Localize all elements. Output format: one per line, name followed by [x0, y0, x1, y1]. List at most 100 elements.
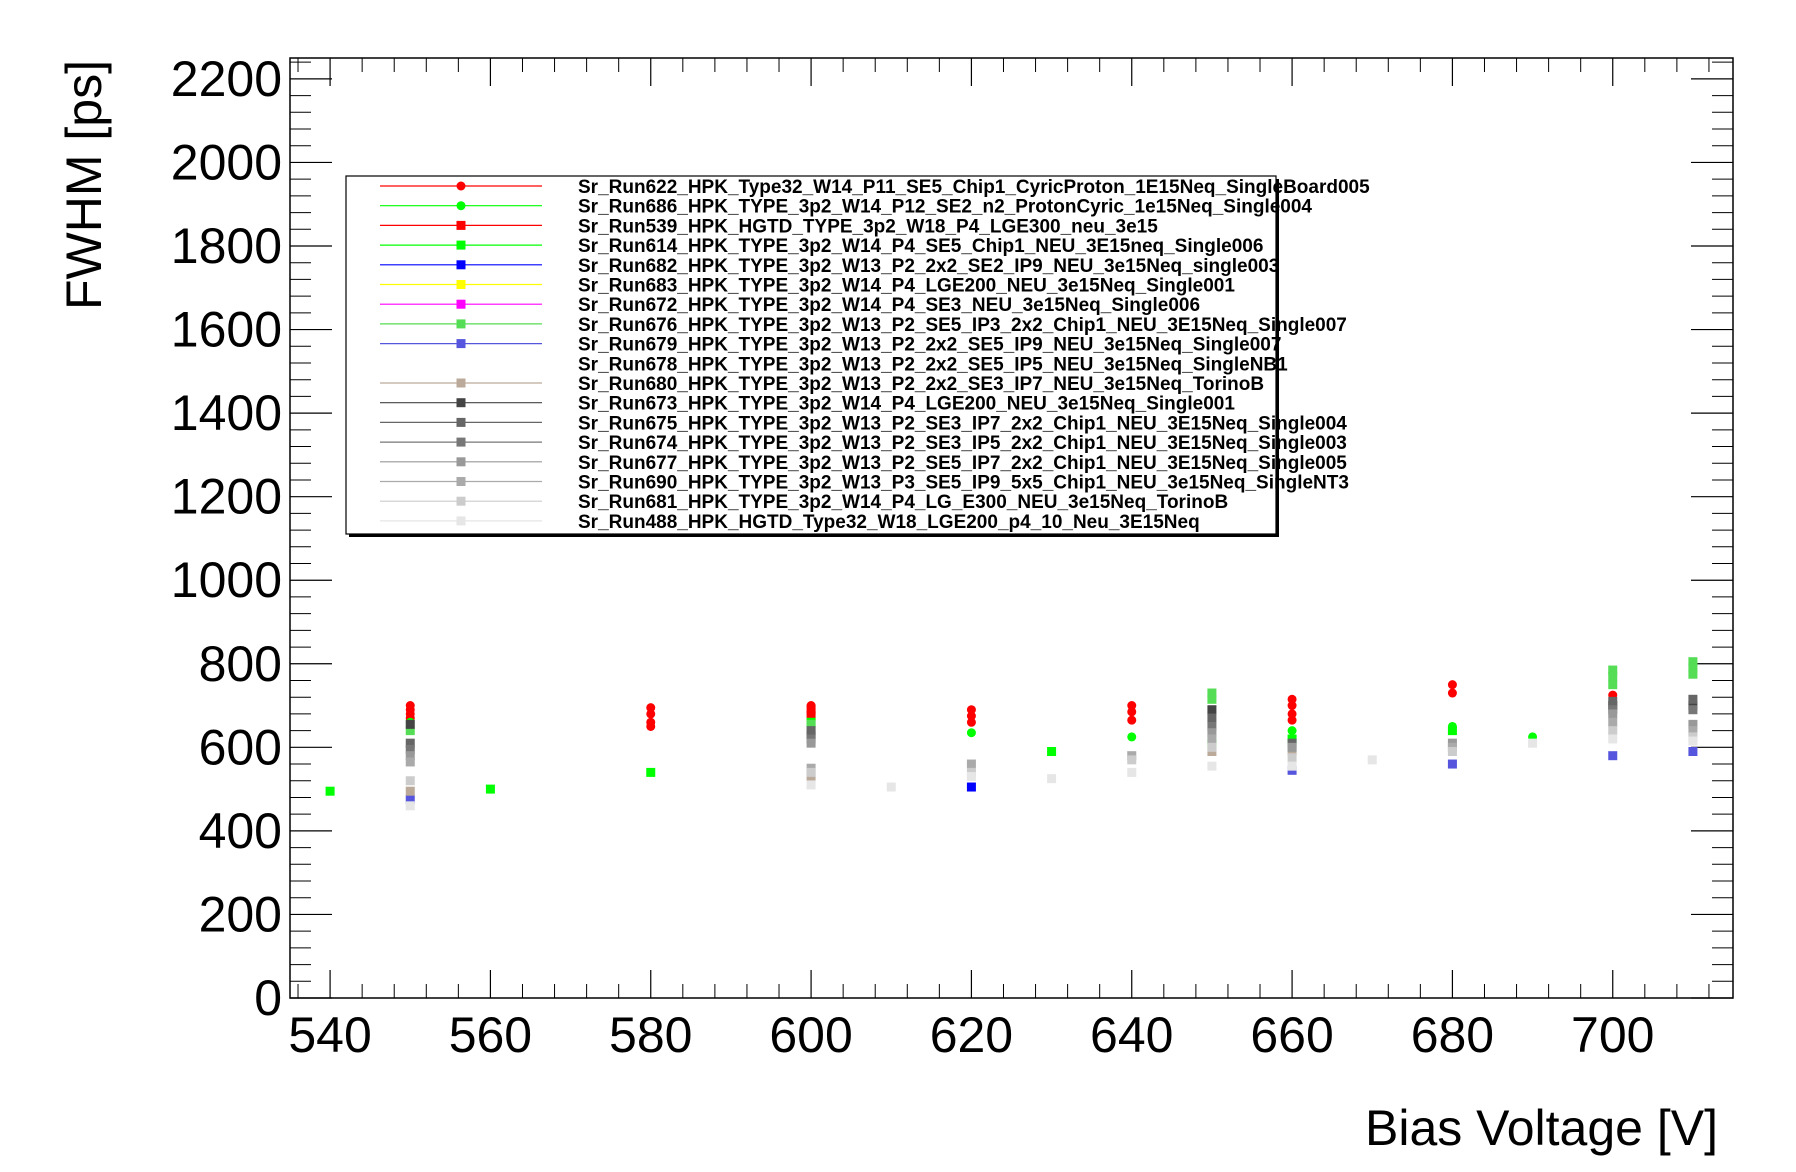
data-point-series-3: [1447, 726, 1457, 736]
data-point-series-7: [806, 719, 816, 729]
y-tick-label: 1000: [171, 552, 282, 608]
data-point-series-13: [1207, 721, 1217, 731]
legend-marker-7: [456, 319, 466, 329]
data-point-series-17: [1688, 736, 1698, 746]
data-point-series-0: [1447, 680, 1457, 690]
data-point-series-12: [1688, 694, 1698, 704]
data-point-series-14: [1207, 728, 1217, 738]
data-point-series-3: [325, 786, 335, 796]
data-point-series-0: [1287, 694, 1297, 704]
x-tick-label: 680: [1411, 1007, 1494, 1063]
legend-entry-label: Sr_Run690_HPK_TYPE_3p2_W13_P3_SE5_IP9_5x…: [578, 473, 1349, 494]
x-tick-label: 640: [1090, 1007, 1173, 1063]
data-point-series-0: [966, 705, 976, 715]
data-point-series-17: [405, 801, 415, 811]
data-point-series-17: [966, 772, 976, 782]
data-point-series-3: [485, 784, 495, 794]
data-point-series-13: [405, 744, 415, 754]
data-point-series-17: [1608, 734, 1618, 744]
data-point-series-3: [1047, 747, 1057, 757]
legend-entry-label: Sr_Run672_HPK_TYPE_3p2_W14_P4_SE3_NEU_3e…: [578, 295, 1200, 316]
data-point-series-16: [1287, 753, 1297, 763]
legend-marker-5: [456, 280, 466, 289]
y-tick-label: 600: [199, 719, 282, 775]
legend-marker-13: [456, 437, 466, 447]
data-point-series-7: [1688, 663, 1698, 673]
legend-entry-label: Sr_Run686_HPK_TYPE_3p2_W14_P12_SE2_n2_Pr…: [578, 197, 1312, 218]
data-point-series-8: [1447, 759, 1457, 769]
legend-marker-1: [456, 201, 466, 211]
y-tick-label: 2000: [171, 134, 282, 190]
y-tick-label: 1200: [171, 469, 282, 525]
legend-entry-label: Sr_Run488_HPK_HGTD_Type32_W18_LGE200_p4_…: [578, 512, 1200, 533]
data-point-series-17: [1528, 738, 1538, 748]
data-point-series-7: [1207, 688, 1217, 698]
legend-marker-11: [456, 398, 466, 408]
data-point-series-0: [646, 721, 656, 731]
x-tick-label: 660: [1250, 1007, 1333, 1063]
y-tick-label: 0: [254, 970, 282, 1026]
data-point-series-0: [1127, 707, 1137, 717]
legend-marker-12: [456, 417, 466, 427]
plot-frame: [289, 57, 1734, 999]
data-point-series-16: [806, 767, 816, 777]
legend: Sr_Run622_HPK_Type32_W14_P11_SE5_Chip1_C…: [345, 175, 1370, 537]
data-point-series-12: [1608, 696, 1618, 706]
x-tick-label: 540: [288, 1007, 371, 1063]
data-point-series-12: [405, 738, 415, 748]
data-point-series-0: [1287, 709, 1297, 719]
data-point-series-16: [1447, 747, 1457, 757]
y-tick-label: 1400: [171, 385, 282, 441]
y-tick-label: 200: [199, 886, 282, 942]
data-point-series-11: [1207, 705, 1217, 715]
data-point-series-7: [405, 726, 415, 736]
data-point-series-15: [1688, 726, 1698, 736]
x-tick-label: 700: [1571, 1007, 1654, 1063]
data-point-series-2: [806, 711, 816, 721]
y-axis-title: FWHM [ps]: [56, 60, 112, 310]
data-point-series-8: [405, 795, 415, 805]
legend-entry-label: Sr_Run622_HPK_Type32_W14_P11_SE5_Chip1_C…: [578, 177, 1370, 198]
legend-marker-4: [456, 260, 466, 270]
data-point-series-0: [1287, 701, 1297, 711]
data-point-series-0: [646, 703, 656, 713]
x-tick-label: 620: [930, 1007, 1013, 1063]
legend-marker-0: [456, 181, 466, 191]
data-point-series-17: [1287, 761, 1297, 771]
y-tick-label: 400: [199, 803, 282, 859]
data-point-series-17: [1047, 774, 1057, 784]
data-point-series-14: [405, 751, 415, 761]
data-point-series-17: [886, 782, 896, 792]
data-point-series-15: [405, 757, 415, 767]
data-point-series-16: [405, 776, 415, 786]
legend-marker-3: [456, 240, 466, 250]
data-point-series-7: [1608, 665, 1618, 675]
legend-marker-14: [456, 457, 466, 467]
data-point-series-17: [806, 780, 816, 790]
legend-entry-label: Sr_Run682_HPK_TYPE_3p2_W13_P2_2x2_SE2_IP…: [578, 256, 1279, 277]
data-point-series-0: [1127, 701, 1137, 711]
y-tick-label: 1800: [171, 218, 282, 274]
legend-marker-16: [456, 496, 466, 506]
legend-marker-17: [456, 516, 466, 526]
legend-entry-label: Sr_Run677_HPK_TYPE_3p2_W13_P2_SE5_IP7_2x…: [578, 453, 1347, 474]
y-tick-label: 800: [199, 636, 282, 692]
legend-entry-label: Sr_Run678_HPK_TYPE_3p2_W13_P2_2x2_SE5_IP…: [578, 354, 1288, 375]
data-point-series-14: [1688, 719, 1698, 729]
legend-marker-15: [456, 477, 466, 486]
x-tick-label: 580: [609, 1007, 692, 1063]
data-point-series-0: [966, 717, 976, 727]
data-point-series-0: [1447, 688, 1457, 698]
legend-entry-label: Sr_Run680_HPK_TYPE_3p2_W13_P2_2x2_SE3_IP…: [578, 374, 1264, 395]
data-point-series-14: [806, 738, 816, 748]
data-point-series-0: [1127, 715, 1137, 725]
data-point-series-12: [1207, 713, 1217, 723]
data-point-series-15: [966, 759, 976, 769]
data-point-series-7: [1608, 680, 1618, 690]
data-point-series-1: [1127, 732, 1137, 742]
data-points-group: [325, 657, 1698, 811]
data-point-series-0: [1287, 715, 1297, 725]
data-point-series-3: [646, 767, 656, 777]
